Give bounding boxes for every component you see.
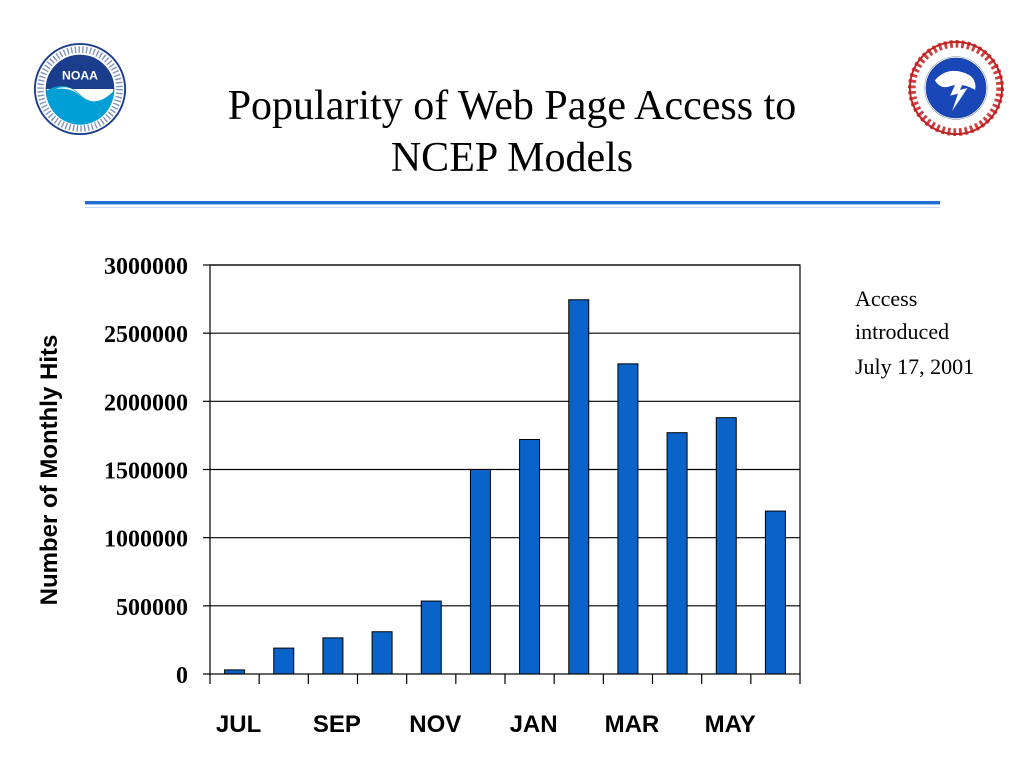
national-weather-service-logo bbox=[908, 40, 1004, 136]
slide-title-line-2: NCEP Models bbox=[390, 135, 634, 181]
title-underline bbox=[85, 201, 940, 205]
noaa-logo: NOAA bbox=[33, 42, 127, 136]
note-line-3: July 17, 2001 bbox=[855, 354, 975, 379]
x-tick-label: MAY bbox=[705, 711, 756, 738]
y-tick-label: 3000000 bbox=[104, 254, 188, 280]
bar-oct bbox=[371, 631, 393, 675]
x-tick-label: SEP bbox=[313, 711, 361, 738]
x-tick-label: JUL bbox=[216, 711, 261, 738]
access-introduced-note: Access introduced July 17, 2001 bbox=[855, 282, 1020, 383]
slide-title-line-1: Popularity of Web Page Access to bbox=[227, 83, 797, 129]
bar-aug bbox=[273, 647, 295, 675]
x-tick-label: MAR bbox=[605, 711, 660, 738]
bar-apr bbox=[666, 432, 688, 675]
note-line-2: introduced bbox=[855, 319, 950, 344]
title-underline-secondary bbox=[85, 207, 940, 208]
bar-mar bbox=[617, 363, 639, 675]
y-tick-label: 1500000 bbox=[104, 459, 188, 485]
bar-nov bbox=[420, 600, 442, 675]
y-tick-label: 0 bbox=[176, 663, 188, 689]
bar-jan bbox=[519, 439, 541, 675]
bar-sep bbox=[322, 637, 344, 675]
bar-dec bbox=[469, 469, 491, 675]
noaa-logo-text: NOAA bbox=[62, 69, 98, 83]
bar-feb bbox=[568, 299, 590, 675]
y-tick-label: 500000 bbox=[116, 595, 188, 621]
x-tick-label: JAN bbox=[510, 711, 558, 738]
y-axis-label: Number of Monthly Hits bbox=[36, 335, 63, 606]
bar-jun bbox=[764, 510, 786, 675]
x-tick-label: NOV bbox=[409, 711, 461, 738]
note-line-1: Access bbox=[855, 286, 918, 311]
bar-may bbox=[715, 417, 737, 675]
y-tick-label: 2500000 bbox=[104, 322, 188, 348]
y-tick-label: 1000000 bbox=[104, 527, 188, 553]
bar-jul bbox=[224, 669, 246, 675]
y-tick-label: 2000000 bbox=[104, 390, 188, 416]
slide-title: Popularity of Web Page Access to NCEP Mo… bbox=[150, 80, 874, 184]
